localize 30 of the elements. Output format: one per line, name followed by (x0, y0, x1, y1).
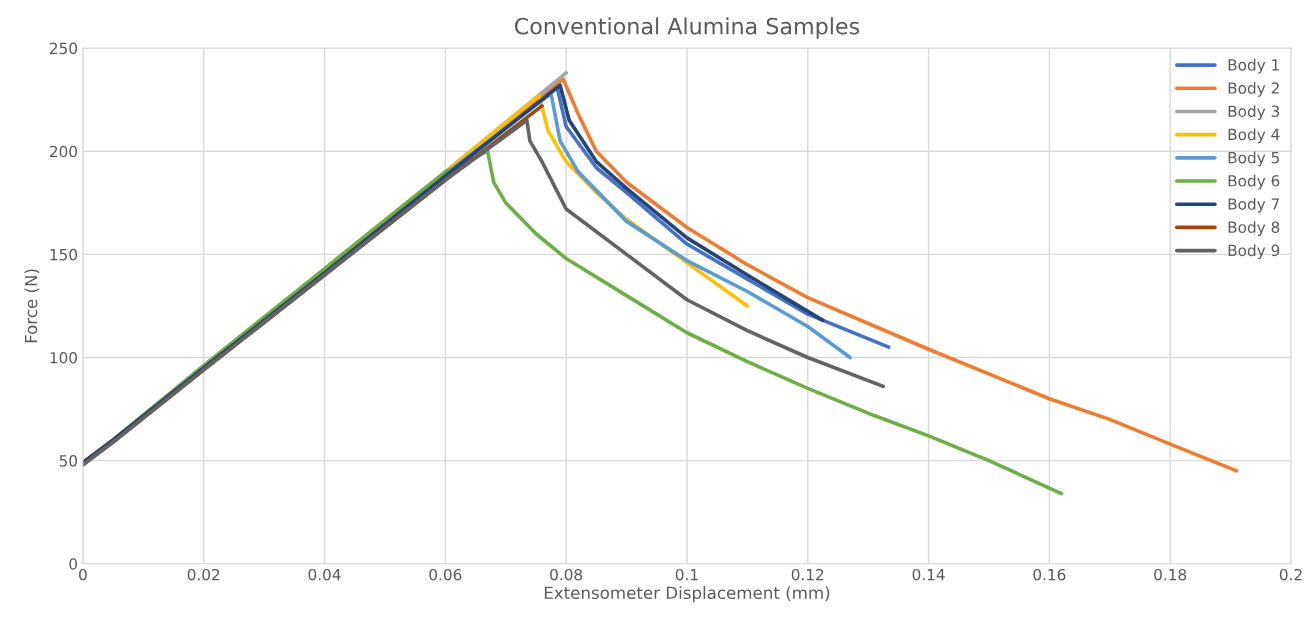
legend-label: Body 9 (1228, 244, 1280, 260)
legend-label: Body 5 (1228, 151, 1279, 167)
line-series (82, 118, 886, 467)
y-tick-label: 200 (50, 145, 78, 158)
chart-title: Conventional Alumina Samples (514, 17, 860, 39)
y-axis-title: Force (N) (24, 269, 40, 343)
x-tick-label: 0.02 (187, 568, 220, 581)
x-tick-label: 0.08 (550, 568, 583, 581)
legend-label: Body 7 (1228, 197, 1279, 213)
x-axis-title: Extensometer Displacement (mm) (544, 586, 830, 603)
y-tick-label: 50 (59, 455, 78, 467)
x-tick-label: 0.2 (1279, 568, 1302, 581)
legend-label: Body 3 (1228, 105, 1280, 120)
x-tick-label: 0.18 (1154, 568, 1187, 581)
legend-label: Body 1 (1228, 58, 1279, 74)
x-tick-label: 0.12 (791, 568, 824, 581)
x-tick-label: 0.16 (1033, 568, 1066, 581)
x-tick-label: 0.1 (675, 568, 698, 581)
y-tick-label: 150 (50, 248, 78, 261)
x-tick-label: 0 (79, 568, 87, 581)
legend-label: Body 2 (1228, 82, 1279, 97)
x-tick-label: 0.04 (308, 568, 341, 581)
legend-label: Body 4 (1228, 128, 1280, 144)
legend-label: Body 8 (1228, 221, 1280, 236)
legend-label: Body 6 (1228, 174, 1280, 190)
x-tick-label: 0.14 (912, 568, 945, 581)
x-tick-label: 0.06 (429, 568, 462, 581)
y-tick-label: 0 (69, 558, 78, 570)
y-tick-label: 250 (50, 42, 78, 55)
y-tick-label: 100 (50, 351, 78, 364)
